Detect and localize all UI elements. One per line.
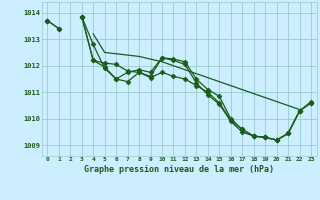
X-axis label: Graphe pression niveau de la mer (hPa): Graphe pression niveau de la mer (hPa) bbox=[84, 165, 274, 174]
